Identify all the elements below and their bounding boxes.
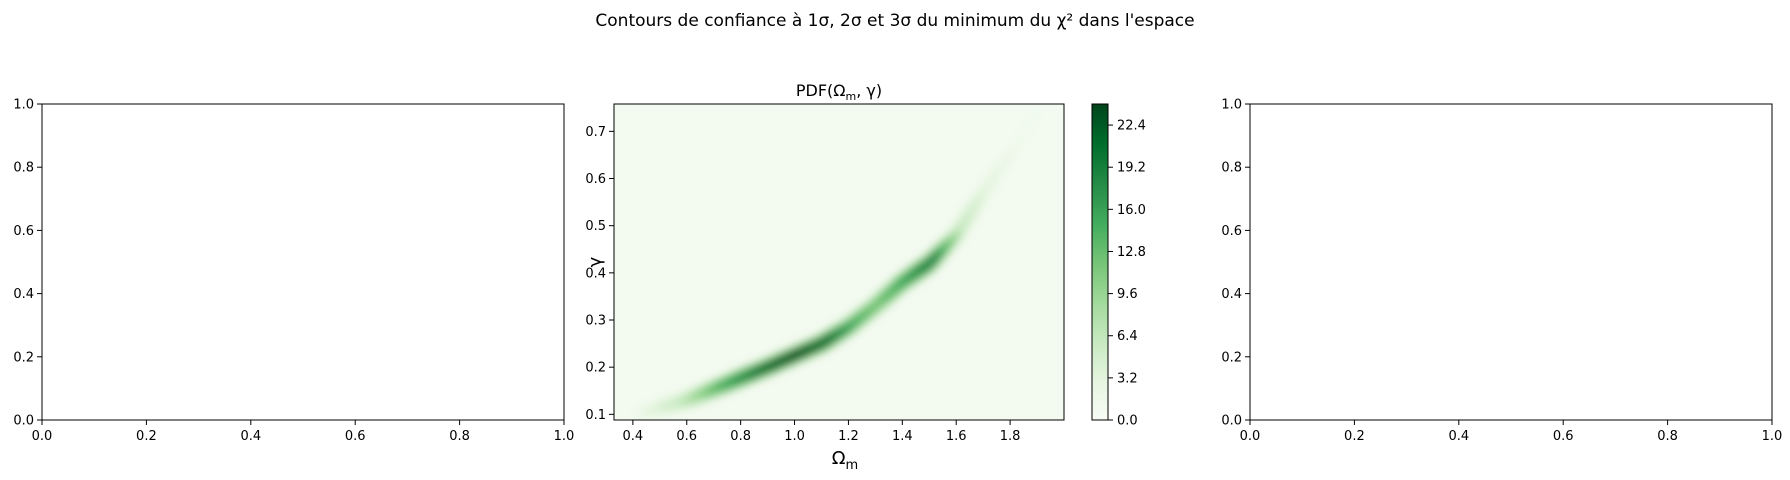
heatmap-ylabel: γ — [585, 256, 606, 267]
colorbar-gradient — [1091, 103, 1109, 421]
heatmap-ytick-label: 0.5 — [585, 219, 606, 234]
heatmap-ytick-label: 0.2 — [585, 361, 606, 376]
colorbar-tick-label: 19.2 — [1117, 161, 1146, 176]
left-axes-xtick-label: 0.8 — [449, 429, 470, 444]
heatmap-xtick-label: 1.8 — [1000, 429, 1021, 444]
pdf-heatmap-axes: 0.4 0.6 0.8 1.0 1.2 1.4 1.6 1.8 0.1 0.2 0.3 0.4 0.5… — [585, 81, 1065, 473]
left-axes-ytick-label: 0.0 — [13, 414, 34, 429]
colorbar-tick-label: 16.0 — [1117, 203, 1146, 218]
heatmap-density — [630, 104, 1049, 420]
right-axes-ytick-label: 0.2 — [1221, 350, 1242, 365]
heatmap-ytick-label: 0.4 — [585, 266, 606, 281]
colorbar-tick-label: 3.2 — [1117, 371, 1138, 386]
left-empty-axes: 0.0 0.2 0.4 0.6 0.8 1.0 0.0 0.2 0.4 0.6 0.8 1.0 — [13, 98, 574, 445]
heatmap-title: PDF(Ωm, γ) — [796, 81, 882, 103]
left-axes-xtick-label: 0.2 — [136, 429, 157, 444]
right-axes-ytick-label: 1.0 — [1221, 98, 1242, 113]
left-axes-ytick-label: 0.2 — [13, 350, 34, 365]
heatmap-xlabel: Ωm — [832, 448, 858, 473]
heatmap-xtick-label: 1.0 — [784, 429, 805, 444]
heatmap-axes-frame — [613, 103, 1065, 421]
right-axes-ytick-label: 0.8 — [1221, 161, 1242, 176]
right-axes-ytick-label: 0.4 — [1221, 287, 1242, 302]
right-axes-ytick-label: 0.0 — [1221, 414, 1242, 429]
right-axes-xtick-label: 1.0 — [1762, 429, 1783, 444]
left-axes-xtick-label: 0.4 — [240, 429, 261, 444]
colorbar: 0.0 3.2 6.4 9.6 12.8 16.0 19.2 22.4 — [1091, 103, 1146, 429]
colorbar-tick-label: 6.4 — [1117, 329, 1138, 344]
heatmap-ytick-label: 0.7 — [585, 125, 606, 140]
left-axes-xtick-label: 1.0 — [554, 429, 575, 444]
figure-suptitle: Contours de confiance à 1σ, 2σ et 3σ du … — [595, 11, 1194, 31]
right-axes-xtick-label: 0.6 — [1553, 429, 1574, 444]
heatmap-xtick-label: 0.4 — [623, 429, 644, 444]
right-axes-xtick-label: 0.0 — [1240, 429, 1261, 444]
heatmap-xtick-label: 0.8 — [730, 429, 751, 444]
right-axes-xtick-label: 0.2 — [1344, 429, 1365, 444]
heatmap-ytick-label: 0.6 — [585, 172, 606, 187]
right-axes-frame — [1249, 103, 1773, 421]
left-axes-frame — [41, 103, 565, 421]
right-axes-xtick-label: 0.4 — [1448, 429, 1469, 444]
left-axes-ytick-label: 0.6 — [13, 224, 34, 239]
left-axes-ytick-label: 0.4 — [13, 287, 34, 302]
left-axes-ytick-label: 0.8 — [13, 161, 34, 176]
right-empty-axes: 0.0 0.2 0.4 0.6 0.8 1.0 0.0 0.2 0.4 0.6 0.8 1.0 — [1221, 98, 1782, 445]
heatmap-background — [614, 104, 1064, 420]
colorbar-tick-label: 12.8 — [1117, 245, 1146, 260]
colorbar-tick-label: 22.4 — [1117, 119, 1146, 134]
left-axes-ytick-label: 1.0 — [13, 98, 34, 113]
heatmap-ytick-label: 0.1 — [585, 408, 606, 423]
density-cell — [920, 254, 939, 273]
heatmap-ytick-label: 0.3 — [585, 314, 606, 329]
left-axes-xtick-label: 0.6 — [345, 429, 366, 444]
heatmap-xtick-label: 1.4 — [892, 429, 913, 444]
right-axes-xtick-label: 0.8 — [1657, 429, 1678, 444]
heatmap-xtick-label: 1.6 — [946, 429, 967, 444]
left-axes-xtick-label: 0.0 — [32, 429, 53, 444]
colorbar-tick-label: 0.0 — [1117, 414, 1138, 429]
heatmap-xtick-label: 0.6 — [676, 429, 697, 444]
colorbar-tick-label: 9.6 — [1117, 287, 1138, 302]
heatmap-xtick-label: 1.2 — [838, 429, 859, 444]
density-cell — [784, 348, 805, 363]
right-axes-ytick-label: 0.6 — [1221, 224, 1242, 239]
